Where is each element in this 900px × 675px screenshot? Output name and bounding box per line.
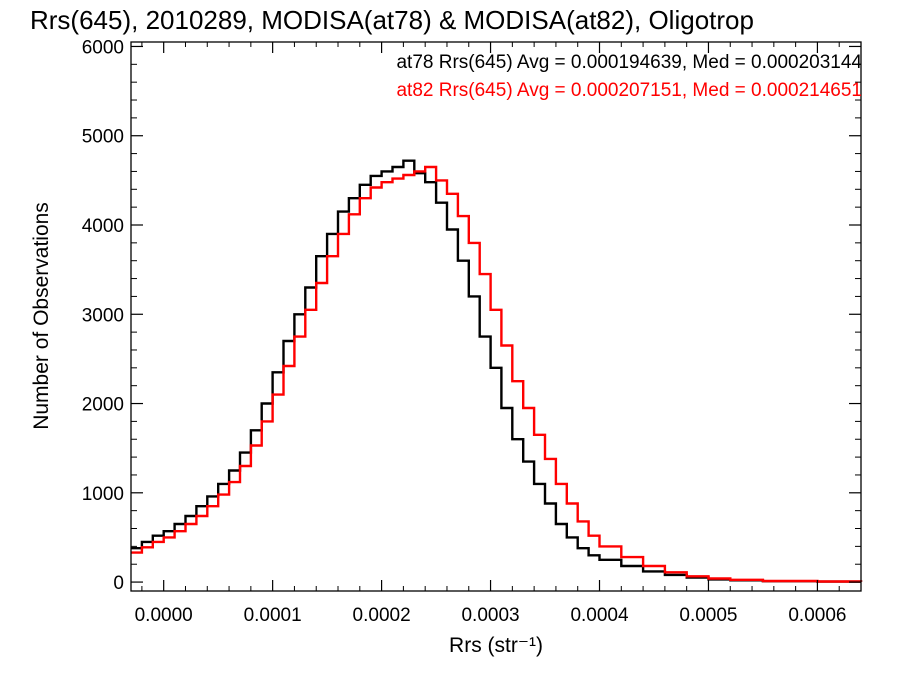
y-tick-label: 2000 <box>82 395 124 416</box>
y-tick-label: 6000 <box>82 37 124 58</box>
histogram-series-2 <box>131 165 863 583</box>
x-tick-label: 0.0006 <box>788 605 846 626</box>
y-tick-label: 0 <box>113 573 124 594</box>
x-tick-label: 0.0003 <box>461 605 519 626</box>
series-layer <box>131 159 863 583</box>
ticks-layer: 0.0000 0.0001 0.0002 0.0003 0.0004 0.0005 0.00… <box>82 37 862 626</box>
y-axis-label: Number of Observations <box>30 202 53 430</box>
x-tick-label: 0.0000 <box>135 605 193 626</box>
legend-at82: at82 Rrs(645) Avg = 0.000207151, Med = 0… <box>396 80 862 101</box>
chart-title: Rrs(645), 2010289, MODISA(at78) & MODISA… <box>30 5 754 35</box>
x-axis-label: Rrs (str⁻¹) <box>449 634 543 657</box>
y-tick-label: 1000 <box>82 484 124 505</box>
x-tick-label: 0.0005 <box>679 605 737 626</box>
histogram-series-1 <box>131 159 863 583</box>
y-tick-label: 4000 <box>82 216 124 237</box>
x-tick-label: 0.0002 <box>353 605 411 626</box>
x-tick-label: 0.0001 <box>244 605 302 626</box>
x-tick-label: 0.0004 <box>570 605 629 626</box>
plot-frame <box>130 41 862 592</box>
y-tick-label: 5000 <box>82 127 124 148</box>
legend-at78: at78 Rrs(645) Avg = 0.000194639, Med = 0… <box>396 52 862 73</box>
y-tick-label: 3000 <box>82 305 124 326</box>
